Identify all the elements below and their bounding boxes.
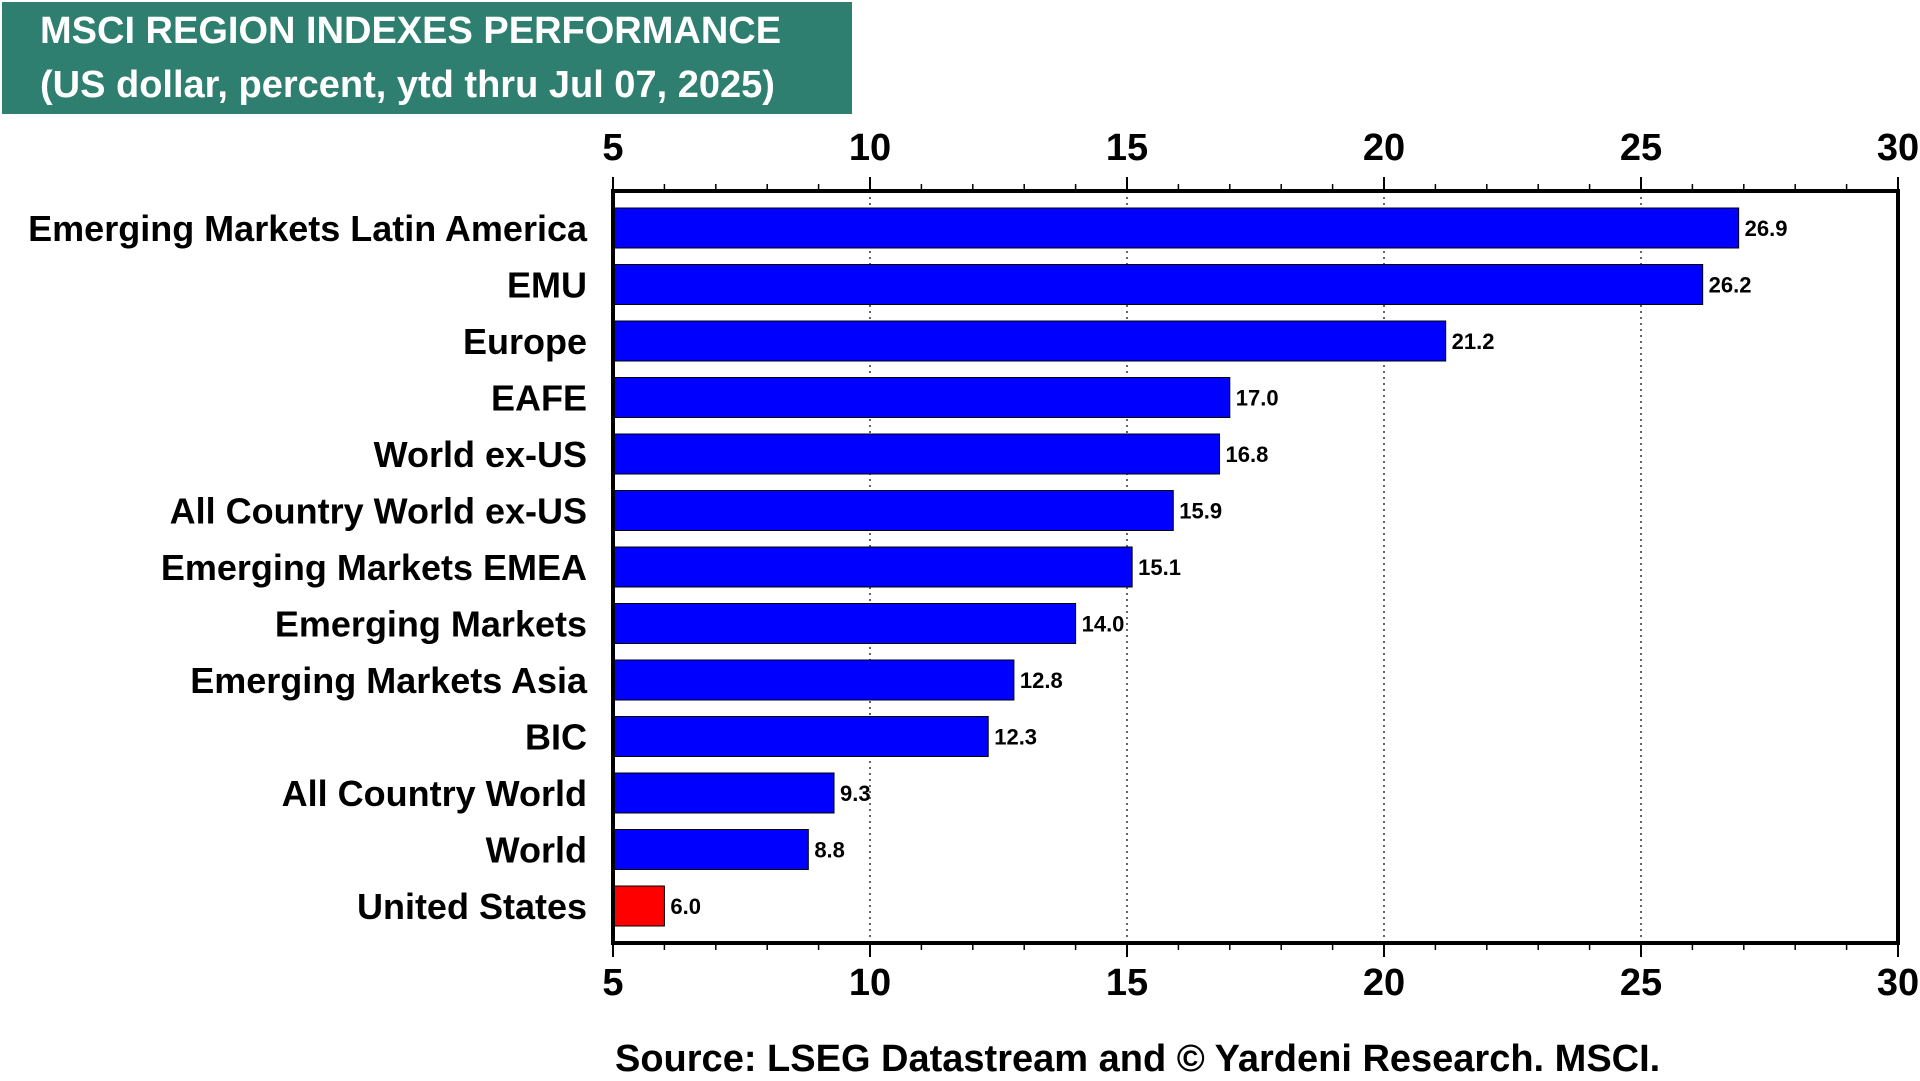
bar [612,659,1015,701]
data-label: 21.2 [1452,329,1495,354]
data-label: 26.2 [1709,273,1752,298]
chart-subtitle: (US dollar, percent, ytd thru Jul 07, 20… [40,64,775,106]
chart-title: MSCI REGION INDEXES PERFORMANCE [40,10,782,52]
bar [612,603,1077,644]
category-label: World ex-US [374,434,587,475]
x-tick-label-top: 15 [1106,127,1148,169]
data-label: 9.3 [840,781,871,806]
data-label: 15.9 [1179,499,1222,524]
bar [612,264,1704,305]
x-tick-label-bottom: 25 [1620,962,1662,1004]
data-label: 8.8 [814,838,845,863]
chart-title-box: MSCI REGION INDEXES PERFORMANCE (US doll… [2,2,852,114]
data-label: 16.8 [1226,442,1269,467]
data-label: 12.8 [1020,668,1063,693]
category-label: World [486,830,587,871]
category-label: All Country World ex-US [170,491,587,532]
data-label: 6.0 [670,894,701,919]
category-label: EAFE [491,378,587,419]
category-label: BIC [525,717,587,758]
data-label: 15.1 [1138,555,1181,580]
x-tick-label-top: 5 [602,127,623,169]
x-tick-label-top: 20 [1363,127,1405,169]
x-tick-label-bottom: 5 [602,962,623,1004]
bar [612,716,989,757]
data-label: 14.0 [1082,612,1125,637]
bar [612,207,1740,249]
x-tick-label-top: 30 [1877,127,1919,169]
x-tick-label-top: 10 [849,127,891,169]
x-tick-label-bottom: 15 [1106,962,1148,1004]
bar [612,490,1174,531]
category-label: Emerging Markets EMEA [161,547,587,588]
category-label: United States [357,886,587,927]
plot-frame [611,189,1900,945]
source-note: Source: LSEG Datastream and © Yardeni Re… [615,1038,1661,1080]
x-tick-label-bottom: 20 [1363,962,1405,1004]
bar [612,829,809,870]
bar [612,546,1133,588]
category-label: All Country World [282,773,587,814]
x-tick-label-top: 25 [1620,127,1662,169]
category-label: Europe [463,321,587,362]
category-label: Emerging Markets Asia [190,660,588,701]
category-label: Emerging Markets Latin America [28,208,588,249]
bar [612,377,1231,418]
bar [612,320,1447,362]
bar [612,433,1221,475]
x-tick-label-bottom: 10 [849,962,891,1004]
category-label: Emerging Markets [275,604,587,645]
bar [612,772,835,814]
data-label: 26.9 [1745,216,1788,241]
x-tick-label-bottom: 30 [1877,962,1919,1004]
data-label: 12.3 [994,725,1037,750]
data-label: 17.0 [1236,386,1279,411]
bar [612,885,665,927]
category-label: EMU [507,265,587,306]
